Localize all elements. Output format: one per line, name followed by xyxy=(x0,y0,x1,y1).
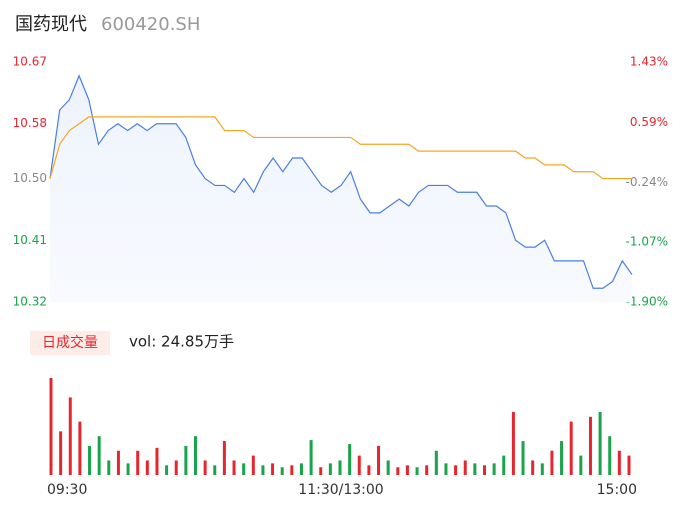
volume-bar xyxy=(386,460,390,475)
volume-bar xyxy=(116,450,120,475)
volume-bar xyxy=(107,460,111,475)
volume-bar xyxy=(521,441,525,475)
volume-bar xyxy=(165,465,169,475)
volume-bar xyxy=(126,463,130,475)
volume-bar xyxy=(59,431,63,475)
volume-bar xyxy=(492,463,496,475)
y2-tick-label: -1.07% xyxy=(626,235,668,249)
volume-bar xyxy=(579,455,583,475)
price-line xyxy=(49,74,633,289)
volume-bar xyxy=(271,463,275,475)
volume-bar xyxy=(338,460,342,475)
volume-bar xyxy=(396,467,400,475)
volume-bar xyxy=(348,443,352,475)
stock-code: 600420.SH xyxy=(101,14,200,35)
volume-bar xyxy=(627,455,631,475)
volume-bar xyxy=(540,463,544,475)
y2-tick-label: 0.59% xyxy=(630,115,668,129)
volume-bar xyxy=(251,455,255,475)
x-tick-label: 09:30 xyxy=(47,482,87,498)
volume-bar xyxy=(434,450,438,475)
volume-bar xyxy=(97,436,101,475)
volume-bar xyxy=(309,440,313,475)
volume-bar xyxy=(49,378,53,475)
volume-bar xyxy=(88,445,92,475)
volume-bar xyxy=(184,445,188,475)
average-line xyxy=(49,116,632,180)
volume-bar xyxy=(299,463,303,475)
volume-bar xyxy=(280,467,284,475)
volume-bar xyxy=(425,465,429,475)
y2-tick-label: -1.90% xyxy=(626,295,668,309)
volume-bar xyxy=(560,441,564,475)
x-tick-label: 15:00 xyxy=(597,482,637,498)
volume-bar xyxy=(511,411,515,475)
volume-label: 日成交量 xyxy=(42,334,98,351)
volume-bar xyxy=(319,467,323,475)
volume-bar xyxy=(444,463,448,475)
volume-bar xyxy=(136,450,140,475)
price-area xyxy=(50,75,632,302)
volume-bar xyxy=(68,397,72,475)
volume-bar xyxy=(203,460,207,475)
volume-bar xyxy=(174,460,178,475)
volume-bar xyxy=(569,421,573,475)
y-tick-label: 10.32 xyxy=(13,295,47,309)
volume-bar xyxy=(415,467,419,475)
volume-bar xyxy=(290,465,294,475)
volume-bar xyxy=(232,460,236,475)
volume-bar xyxy=(473,463,477,475)
volume-bar xyxy=(405,465,409,475)
volume-bar xyxy=(598,411,602,475)
stock-name: 国药现代 xyxy=(15,14,87,35)
volume-label-box xyxy=(30,331,110,355)
volume-bar xyxy=(531,460,535,475)
y2-tick-label: -0.24% xyxy=(626,175,668,189)
volume-bar xyxy=(454,465,458,475)
volume-bar xyxy=(78,421,82,475)
y-tick-label: 10.58 xyxy=(13,116,47,130)
volume-bar xyxy=(367,465,371,475)
volume-bar xyxy=(328,463,332,475)
volume-bar xyxy=(377,445,381,475)
volume-bar xyxy=(483,465,486,475)
volume-bar xyxy=(608,436,612,475)
volume-bar xyxy=(155,447,159,475)
volume-bar xyxy=(194,436,197,475)
volume-annotation: vol: 24.85万手 xyxy=(129,333,234,351)
volume-bar xyxy=(213,465,217,475)
volume-bar xyxy=(357,455,361,475)
y-tick-label: 10.41 xyxy=(13,233,47,247)
volume-bar xyxy=(222,441,226,475)
x-tick-label: 11:30/13:00 xyxy=(298,482,383,498)
volume-bar xyxy=(242,463,246,475)
volume-bar xyxy=(145,460,149,475)
volume-bar xyxy=(502,455,506,475)
y-tick-label: 10.50 xyxy=(13,171,47,185)
volume-bar xyxy=(550,450,554,475)
y2-tick-label: 1.43% xyxy=(630,55,668,69)
volume-bar xyxy=(463,460,467,475)
y-tick-label: 10.67 xyxy=(13,55,47,69)
volume-bar xyxy=(261,465,265,475)
volume-bar xyxy=(588,416,592,475)
volume-bar xyxy=(617,450,621,475)
